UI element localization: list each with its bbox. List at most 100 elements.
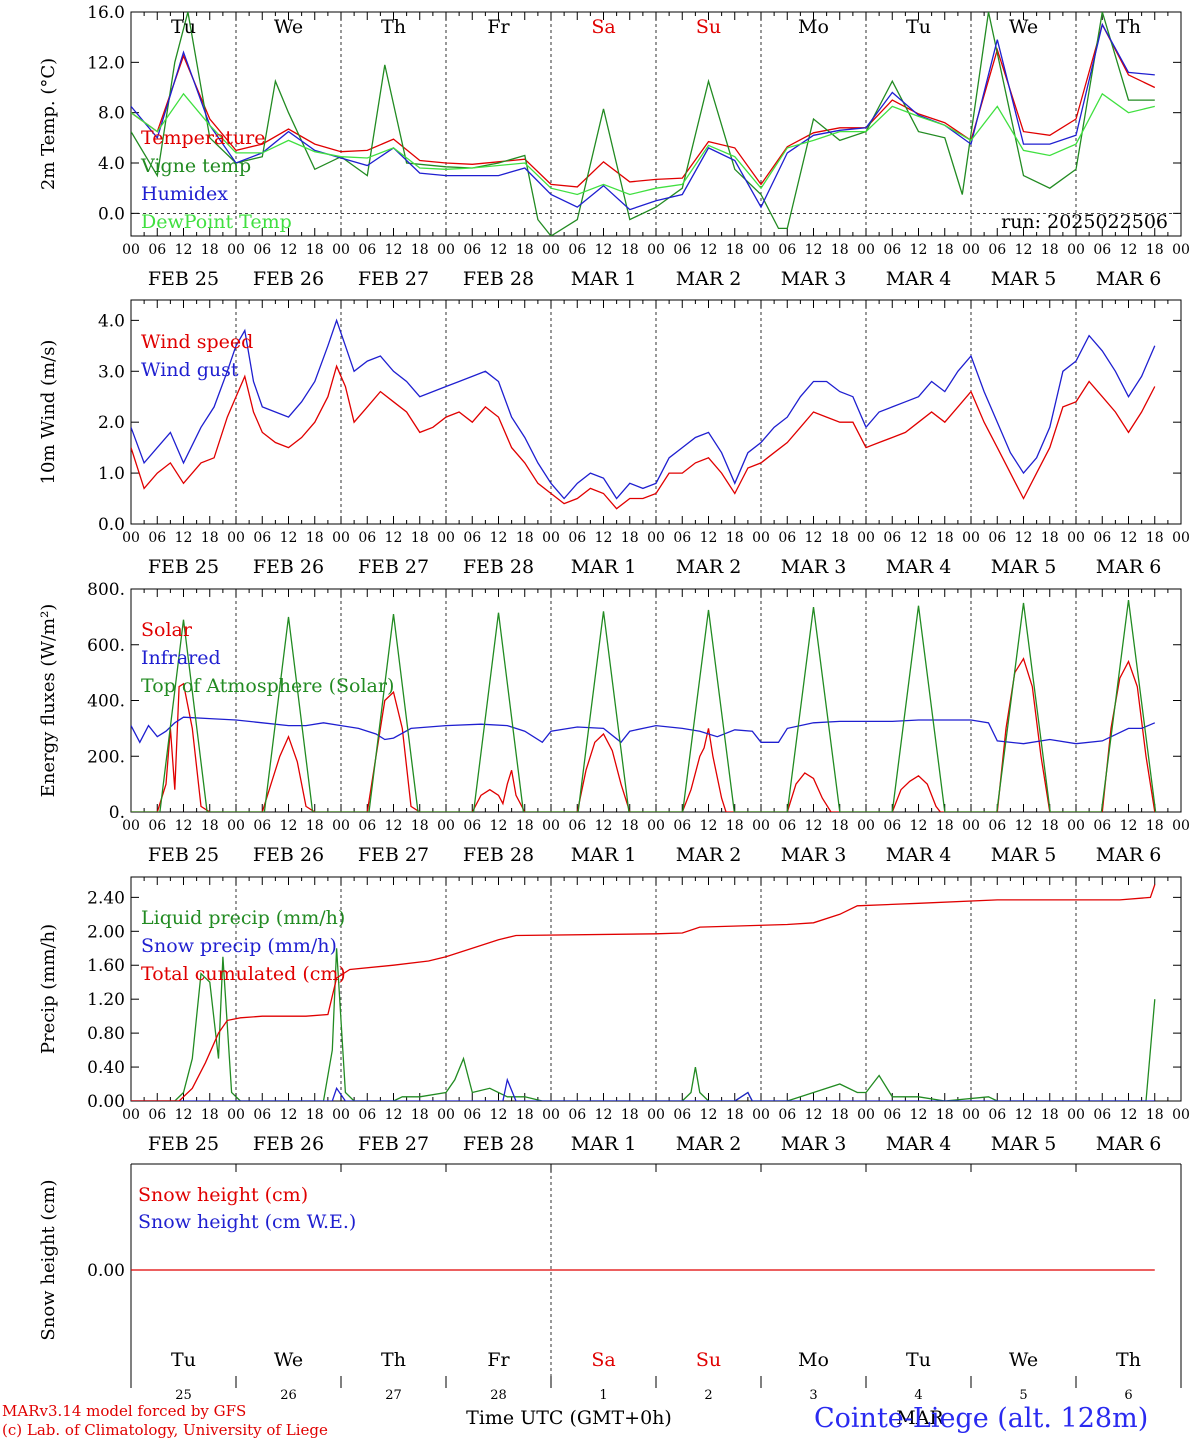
y-tick-label: 0.00 xyxy=(87,1261,125,1281)
date-label: FEB 26 xyxy=(253,844,324,866)
date-label: MAR 4 xyxy=(886,1133,952,1155)
day-number-label: 28 xyxy=(490,1388,507,1403)
legend-entry: Liquid precip (mm/h) xyxy=(141,907,345,929)
hour-label: 18 xyxy=(306,530,324,546)
weekday-label: We xyxy=(1009,16,1038,38)
hour-label: 00 xyxy=(1172,1107,1190,1123)
weekday-label: Th xyxy=(381,1349,406,1371)
weekday-label: We xyxy=(274,1349,303,1371)
date-label: FEB 28 xyxy=(463,556,534,578)
hour-label: 18 xyxy=(726,242,744,258)
hour-label: 12 xyxy=(805,242,823,258)
date-label: FEB 25 xyxy=(148,556,219,578)
day-number-label: 4 xyxy=(914,1388,922,1403)
panel-5: 0.00 Snow height (cm) Snow height (cm) Snow… xyxy=(38,1163,1182,1429)
date-label: FEB 27 xyxy=(358,556,429,578)
hour-label: 00 xyxy=(122,1107,140,1123)
hour-label: 06 xyxy=(253,242,271,258)
hour-label: 18 xyxy=(201,530,219,546)
hour-label: 00 xyxy=(542,818,560,834)
date-label: MAR 6 xyxy=(1096,268,1162,290)
legend-entry: Wind gust xyxy=(141,359,239,381)
hour-label: 18 xyxy=(621,242,639,258)
hour-label: 06 xyxy=(253,530,271,546)
hour-label: 06 xyxy=(1093,242,1111,258)
hour-label: 12 xyxy=(805,818,823,834)
hour-label: 00 xyxy=(752,242,770,258)
legend-entry: Snow height (cm W.E.) xyxy=(138,1211,356,1233)
weekday-label: We xyxy=(274,16,303,38)
legend-entry: Infrared xyxy=(141,647,221,669)
month-label: MAR xyxy=(896,1407,944,1429)
y-tick-label: 1.0 xyxy=(98,464,125,484)
hour-label: 12 xyxy=(490,1107,508,1123)
date-label: FEB 26 xyxy=(253,268,324,290)
legend-entry: DewPoint Temp xyxy=(141,211,292,233)
y-tick-label: 1.20 xyxy=(87,990,125,1010)
weekday-label: Su xyxy=(696,16,721,38)
hour-label: 12 xyxy=(595,530,613,546)
date-label: FEB 25 xyxy=(148,844,219,866)
hour-label: 18 xyxy=(516,530,534,546)
series-snow-precip-mm-h xyxy=(131,1077,1155,1101)
hour-label: 06 xyxy=(148,242,166,258)
series-top-of-atmosphere-solar xyxy=(131,600,1157,812)
hour-label: 18 xyxy=(621,1107,639,1123)
hour-label: 18 xyxy=(411,818,429,834)
hour-label: 06 xyxy=(568,242,586,258)
hour-label: 18 xyxy=(306,818,324,834)
hour-label: 12 xyxy=(910,1107,928,1123)
date-label: MAR 4 xyxy=(886,556,952,578)
hour-label: 18 xyxy=(726,530,744,546)
hour-label: 06 xyxy=(568,818,586,834)
hour-label: 06 xyxy=(358,818,376,834)
hour-label: 06 xyxy=(883,242,901,258)
hour-label: 18 xyxy=(936,242,954,258)
date-label: MAR 6 xyxy=(1096,844,1162,866)
legend-entry: Snow height (cm) xyxy=(138,1184,308,1206)
hour-label: 06 xyxy=(778,818,796,834)
hour-label: 00 xyxy=(752,1107,770,1123)
hour-label: 12 xyxy=(805,1107,823,1123)
hour-label: 18 xyxy=(306,242,324,258)
date-label: MAR 4 xyxy=(886,268,952,290)
day-number-label: 6 xyxy=(1124,1388,1132,1403)
hour-label: 00 xyxy=(1172,530,1190,546)
date-label: MAR 1 xyxy=(571,844,637,866)
hour-label: 12 xyxy=(280,1107,298,1123)
panel-3: 0. 200. 400. 600. 800. Energy fluxes (W/m²) So… xyxy=(38,580,1190,866)
hour-label: 06 xyxy=(148,818,166,834)
date-label: MAR 5 xyxy=(991,1133,1057,1155)
date-label: MAR 5 xyxy=(991,268,1057,290)
hour-label: 12 xyxy=(700,530,718,546)
hour-label: 06 xyxy=(463,1107,481,1123)
hour-label: 12 xyxy=(1120,818,1138,834)
hour-label: 00 xyxy=(962,242,980,258)
run-annotation: run: 2025022506 xyxy=(1001,211,1168,233)
date-label: MAR 1 xyxy=(571,1133,637,1155)
date-label: MAR 3 xyxy=(781,844,847,866)
weekday-label: Tu xyxy=(171,1349,196,1371)
credit-line-1: MARv3.14 model forced by GFS xyxy=(2,1402,247,1420)
date-label: FEB 27 xyxy=(358,844,429,866)
hour-label: 00 xyxy=(332,242,350,258)
weekday-label: Tu xyxy=(906,16,931,38)
hour-label: 06 xyxy=(463,242,481,258)
date-label: FEB 25 xyxy=(148,268,219,290)
hour-label: 18 xyxy=(201,1107,219,1123)
y-tick-label: 200. xyxy=(87,747,125,767)
hour-label: 06 xyxy=(1093,1107,1111,1123)
hour-label: 18 xyxy=(936,818,954,834)
hour-label: 00 xyxy=(1172,242,1190,258)
hour-label: 06 xyxy=(673,1107,691,1123)
hour-label: 00 xyxy=(962,818,980,834)
hour-label: 06 xyxy=(673,818,691,834)
hour-label: 18 xyxy=(516,242,534,258)
weekday-label: Fr xyxy=(487,1349,510,1371)
series-temperature xyxy=(131,22,1156,188)
y-axis-label: Precip (mm/h) xyxy=(38,924,59,1054)
hour-label: 06 xyxy=(673,530,691,546)
date-label: MAR 5 xyxy=(991,556,1057,578)
location-label: Cointe-Liege (alt. 128m) xyxy=(814,1403,1149,1434)
hour-label: 12 xyxy=(700,1107,718,1123)
